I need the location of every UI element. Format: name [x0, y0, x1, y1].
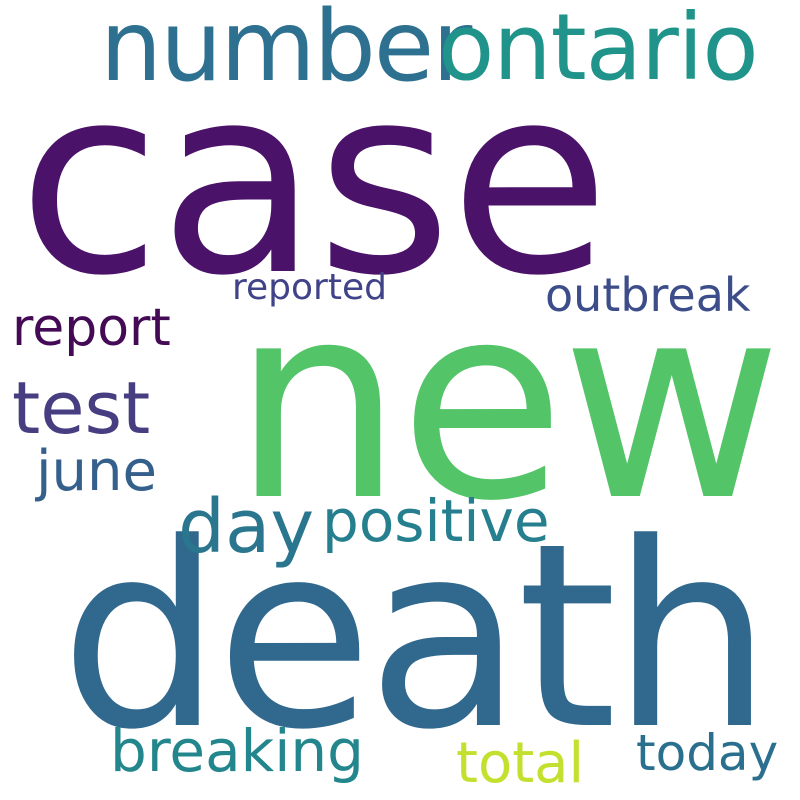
word-ontario: ontario: [438, 0, 759, 101]
word-death: death: [60, 489, 773, 786]
word-outbreak: outbreak: [545, 268, 751, 322]
word-day: day: [178, 484, 315, 570]
word-new: new: [232, 245, 782, 560]
word-report: report: [12, 298, 171, 358]
word-number: number: [100, 0, 472, 104]
word-positive: positive: [322, 487, 550, 555]
word-june: june: [36, 439, 157, 504]
word-case: case: [18, 31, 610, 333]
word-reported: reported: [232, 267, 387, 308]
word-test: test: [12, 366, 151, 450]
word-total: total: [456, 731, 585, 796]
word-breaking: breaking: [110, 717, 364, 785]
word-today: today: [636, 724, 779, 782]
